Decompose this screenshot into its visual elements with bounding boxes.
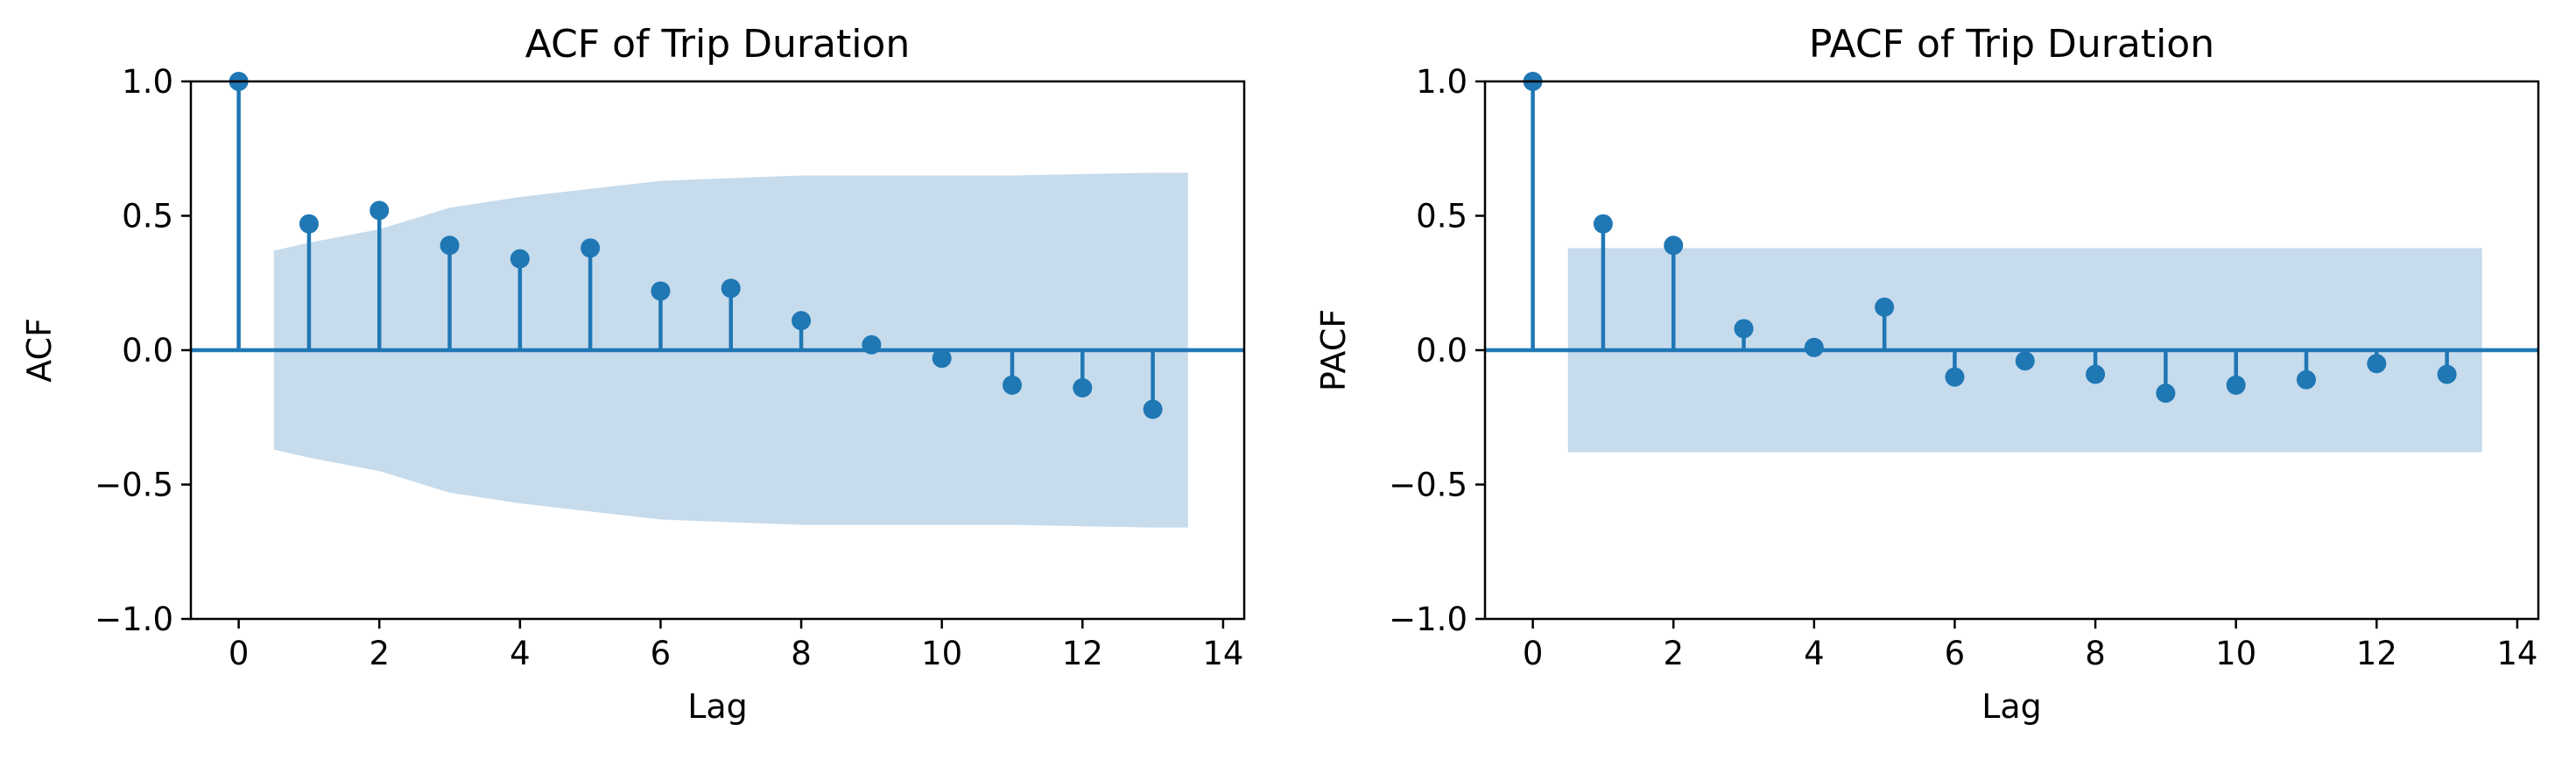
- data-point: [2226, 375, 2246, 395]
- chart-title: PACF of Trip Duration: [1809, 22, 2214, 67]
- x-tick-label: 14: [1202, 635, 1243, 672]
- x-tick-label: 6: [1945, 635, 1966, 672]
- data-point: [1073, 377, 1093, 397]
- x-tick-label: 0: [1523, 635, 1544, 672]
- y-tick-label: −0.5: [95, 467, 173, 504]
- x-tick-label: 12: [2356, 635, 2397, 672]
- x-tick-label: 4: [1804, 635, 1825, 672]
- data-point: [1734, 319, 1754, 339]
- y-tick-label: 0.0: [122, 332, 173, 369]
- data-point: [2296, 369, 2316, 390]
- data-point: [440, 235, 460, 256]
- data-point: [1664, 235, 1684, 256]
- x-tick-label: 2: [369, 635, 390, 672]
- data-point: [932, 348, 952, 369]
- data-point: [651, 281, 671, 301]
- x-tick-label: 8: [2085, 635, 2106, 672]
- y-tick-label: 0.0: [1416, 332, 1467, 369]
- x-tick-label: 14: [2496, 635, 2537, 672]
- data-point: [1002, 375, 1022, 395]
- x-tick-label: 8: [791, 635, 812, 672]
- data-point: [1945, 367, 1965, 387]
- x-axis-label: Lag: [1981, 687, 2042, 726]
- y-tick-label: 0.5: [1416, 198, 1467, 235]
- x-tick-label: 10: [2215, 635, 2256, 672]
- y-tick-label: 1.0: [1416, 63, 1467, 101]
- data-point: [2015, 351, 2035, 371]
- data-point: [2156, 383, 2176, 404]
- chart-panel-pacf: 0 2 4 6 8 10 12 14 −1.0 −0.5 0.0 0.5 1.0 PACF of Trip…: [1314, 22, 2540, 726]
- x-tick-label: 0: [229, 635, 250, 672]
- x-axis-label: Lag: [687, 687, 748, 726]
- x-tick-label: 2: [1663, 635, 1684, 672]
- data-point: [1143, 399, 1163, 419]
- y-tick-label: 1.0: [122, 63, 173, 101]
- data-point: [1804, 337, 1824, 357]
- x-tick-label: 10: [921, 635, 962, 672]
- data-point: [2367, 354, 2387, 374]
- y-tick-label: −1.0: [1389, 601, 1467, 638]
- y-axis-label: PACF: [1314, 309, 1353, 391]
- data-point: [2086, 364, 2106, 384]
- data-point: [792, 311, 812, 331]
- data-point: [721, 278, 741, 299]
- x-tick-label: 4: [510, 635, 531, 672]
- y-tick-label: 0.5: [122, 198, 173, 235]
- data-point: [370, 200, 390, 221]
- data-point: [1593, 214, 1613, 234]
- chart-title: ACF of Trip Duration: [525, 22, 910, 67]
- y-tick-label: −1.0: [95, 601, 173, 638]
- data-point: [1875, 297, 1895, 317]
- data-point: [2437, 364, 2457, 384]
- x-tick-label: 6: [651, 635, 672, 672]
- data-point: [299, 214, 319, 234]
- data-point: [862, 334, 882, 355]
- y-axis-label: ACF: [20, 318, 59, 383]
- data-point: [510, 249, 530, 269]
- x-tick-label: 12: [1062, 635, 1103, 672]
- chart-panel-acf: 0 2 4 6 8 10 12 14 −1.0 −0.5 0.0 0.5 1.0 ACF of Trip …: [20, 22, 1246, 726]
- data-point: [581, 238, 601, 258]
- y-tick-label: −0.5: [1389, 467, 1467, 504]
